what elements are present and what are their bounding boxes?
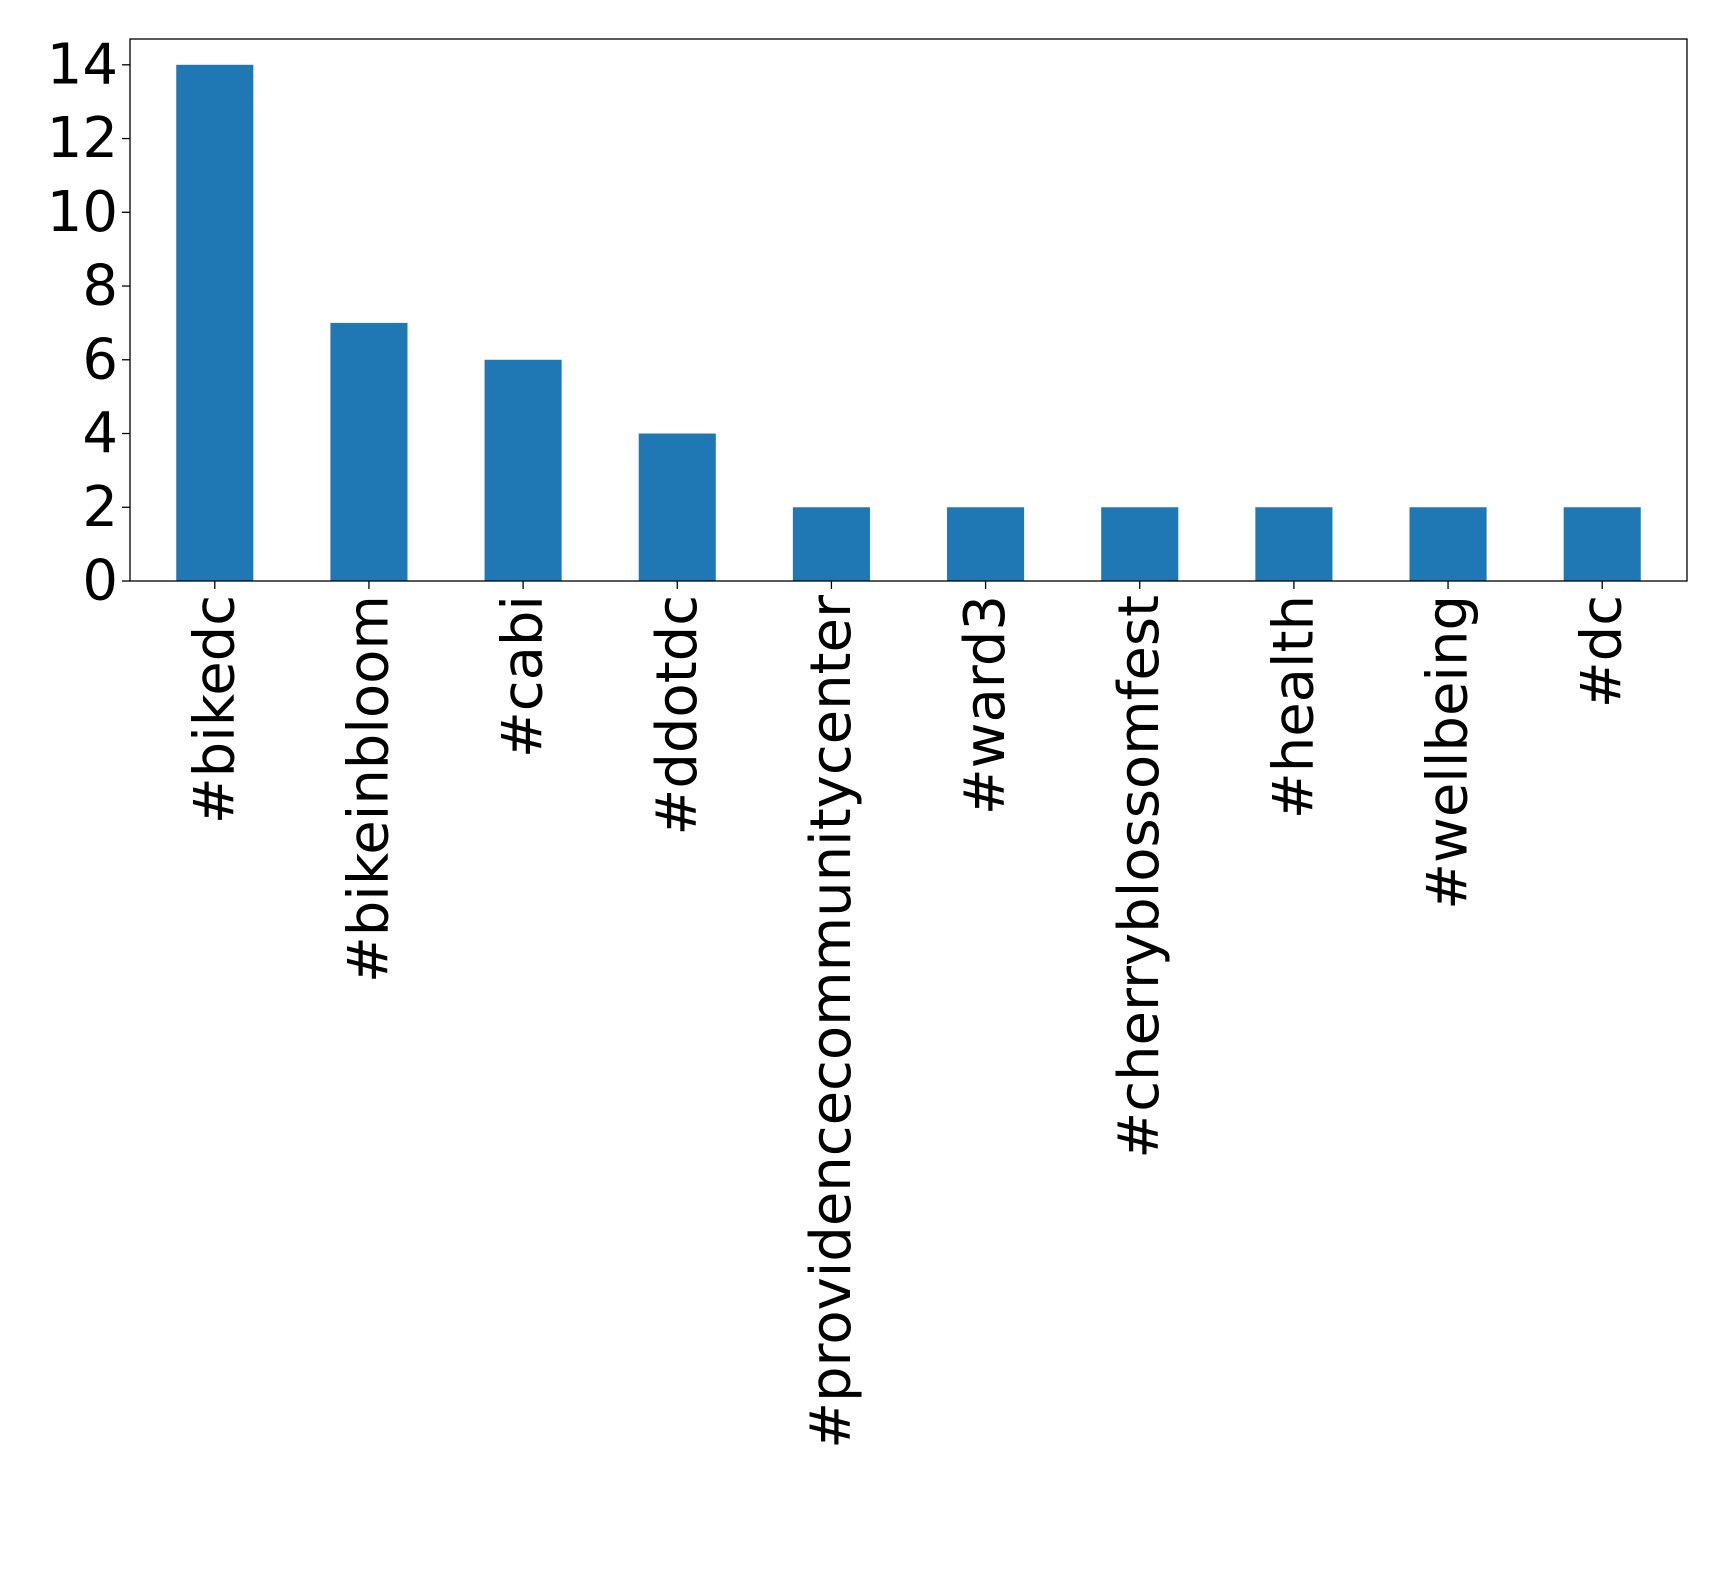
x-tick-label: #dc xyxy=(1570,595,1635,708)
y-axis: 0 2 4 6 8 10 12 14 xyxy=(47,32,130,614)
bar-bikeinbloom xyxy=(330,322,408,581)
y-tick-label: 12 xyxy=(47,106,118,171)
x-tick-label: #providencecommunitycenter xyxy=(799,594,864,1449)
y-tick-label: 8 xyxy=(82,254,118,319)
x-tick-label: #ddotdc xyxy=(645,595,710,836)
bar-providencecommunitycenter xyxy=(792,507,870,581)
x-tick-label: #ward3 xyxy=(953,595,1018,815)
bar-bikedc xyxy=(176,64,254,581)
x-axis: #bikedc #bikeinbloom #cabi #ddotdc #providen… xyxy=(182,581,1635,1449)
bar-health xyxy=(1255,507,1333,581)
x-tick-label: #cherryblossomfest xyxy=(1107,595,1172,1159)
bar-wellbeing xyxy=(1409,507,1487,581)
bar-dc xyxy=(1563,507,1641,581)
x-tick-label: #bikedc xyxy=(182,595,247,824)
y-tick-label: 4 xyxy=(82,401,118,466)
x-tick-label: #health xyxy=(1261,595,1326,819)
x-tick-label: #bikeinbloom xyxy=(336,595,401,983)
bar-ddotdc xyxy=(638,433,716,581)
bar-cherryblossomfest xyxy=(1101,507,1179,581)
x-tick-label: #cabi xyxy=(491,595,556,758)
x-tick-label: #wellbeing xyxy=(1416,595,1481,910)
bar-cabi xyxy=(484,359,562,581)
plot-frame xyxy=(129,38,1688,582)
bar-ward3 xyxy=(947,507,1025,581)
y-tick-label: 0 xyxy=(82,549,118,614)
bars-layer xyxy=(176,64,1641,581)
y-tick-label: 10 xyxy=(47,180,118,245)
y-tick-label: 2 xyxy=(82,475,118,540)
y-tick-label: 6 xyxy=(82,327,118,392)
y-tick-label: 14 xyxy=(47,32,118,97)
